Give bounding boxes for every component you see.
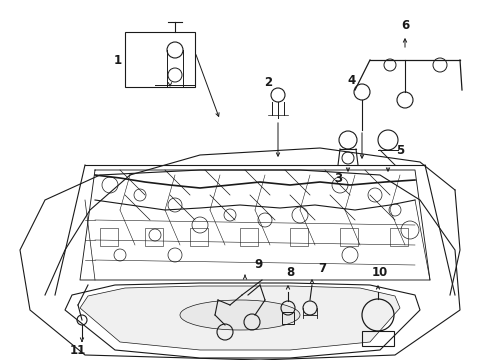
Polygon shape	[20, 170, 460, 360]
Text: 8: 8	[286, 266, 294, 279]
Bar	[362, 331, 394, 346]
Text: 9: 9	[254, 258, 262, 271]
Text: 2: 2	[264, 76, 272, 89]
Bar	[190, 228, 208, 246]
Bar	[145, 228, 163, 246]
Bar	[340, 228, 358, 246]
Polygon shape	[65, 283, 420, 358]
Bar	[100, 228, 118, 246]
Bar	[282, 312, 294, 324]
Text: 4: 4	[348, 73, 356, 86]
Bar	[290, 228, 308, 246]
Bar	[125, 32, 195, 87]
Polygon shape	[80, 286, 400, 350]
Bar	[240, 228, 258, 246]
Ellipse shape	[180, 300, 300, 330]
Text: 3: 3	[334, 171, 342, 185]
Text: 10: 10	[372, 266, 388, 279]
Text: 6: 6	[401, 18, 409, 32]
Text: 7: 7	[318, 261, 326, 274]
Text: 11: 11	[70, 343, 86, 356]
Bar	[390, 228, 408, 246]
Text: 5: 5	[396, 144, 404, 157]
Text: 1: 1	[114, 54, 122, 67]
